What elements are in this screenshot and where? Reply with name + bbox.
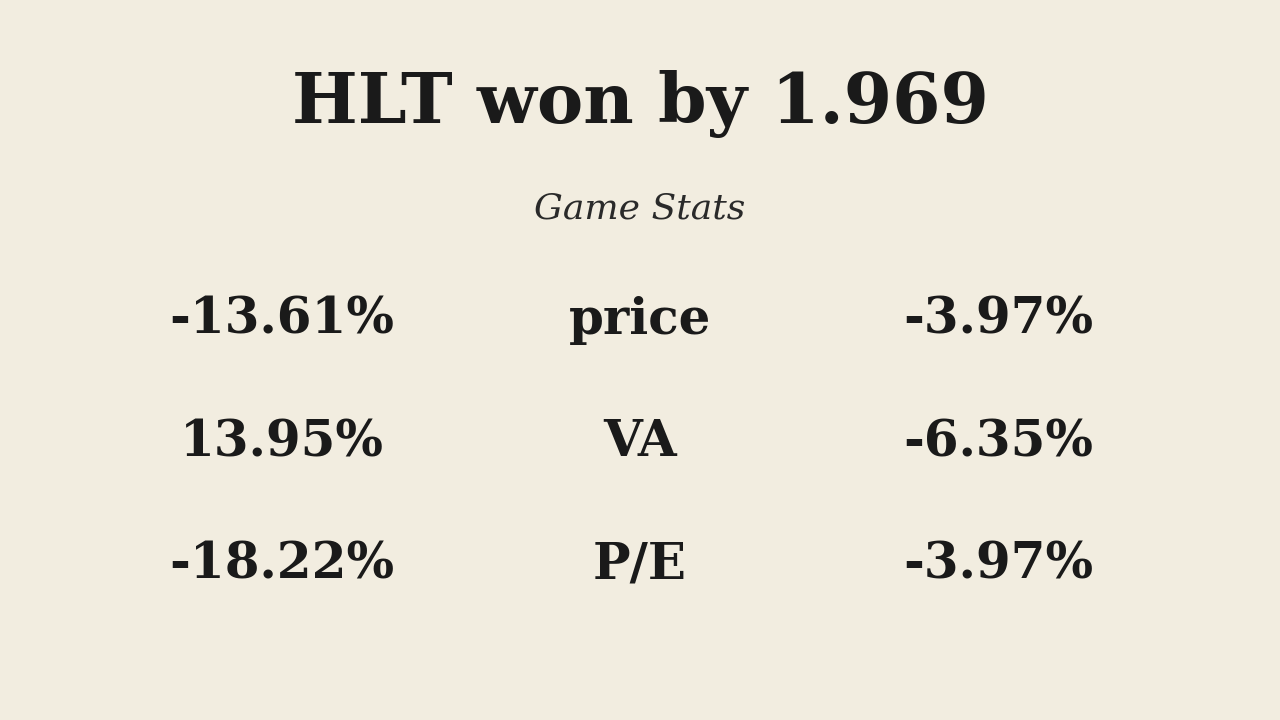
Text: -3.97%: -3.97%: [904, 296, 1093, 345]
Text: P/E: P/E: [593, 541, 687, 590]
Text: 13.95%: 13.95%: [179, 418, 384, 467]
Text: -3.97%: -3.97%: [904, 541, 1093, 590]
Text: -6.35%: -6.35%: [904, 418, 1093, 467]
Text: HLT won by 1.969: HLT won by 1.969: [292, 71, 988, 138]
Text: VA: VA: [603, 418, 677, 467]
Text: -13.61%: -13.61%: [169, 296, 394, 345]
Text: Game Stats: Game Stats: [534, 192, 746, 226]
Text: price: price: [568, 296, 712, 345]
Text: -18.22%: -18.22%: [169, 541, 394, 590]
